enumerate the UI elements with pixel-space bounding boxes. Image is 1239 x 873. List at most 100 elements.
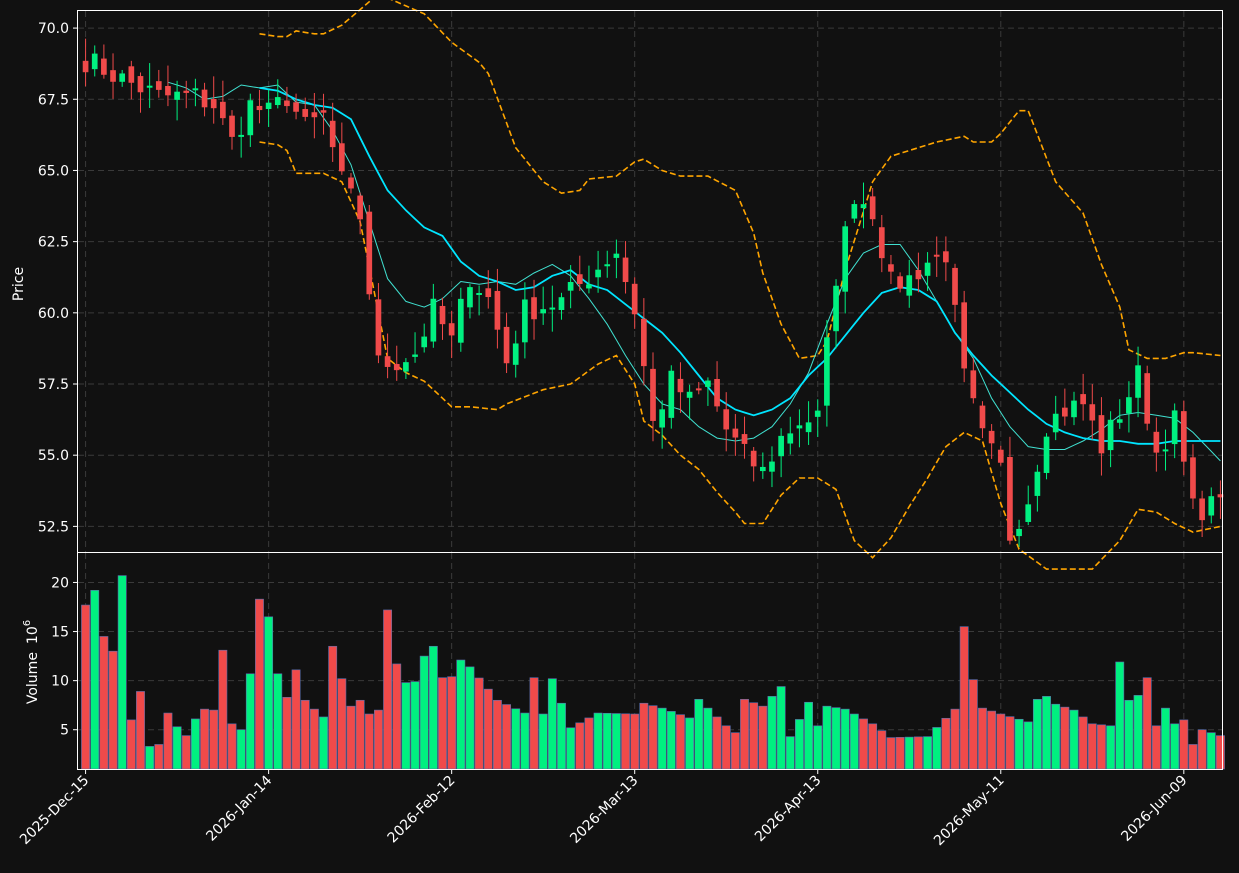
volume-bar-122: [1197, 729, 1207, 770]
candle-body-7: [146, 85, 153, 88]
volume-bar-95: [950, 708, 960, 770]
candle-body-49: [531, 297, 537, 320]
volume-bar-66: [685, 717, 695, 770]
volume-bar-118: [1161, 707, 1170, 770]
candle-body-1: [91, 53, 98, 70]
volume-bar-52: [557, 702, 566, 770]
candle-body-30: [357, 195, 363, 220]
candle-body-76: [778, 435, 784, 457]
candle-body-16: [229, 115, 235, 137]
volume-bar-105: [1042, 696, 1051, 770]
volume-bar-72: [740, 698, 749, 770]
candle-body-92: [924, 262, 931, 276]
candle-body-70: [723, 409, 730, 430]
candle-body-5: [128, 66, 135, 83]
candle-body-36: [412, 354, 418, 357]
volume-bar-60: [630, 713, 640, 770]
volume-tick-label-2: 15: [51, 625, 69, 641]
volume-axis-exponent-base: 10: [25, 626, 41, 644]
volume-bar-74: [758, 705, 768, 770]
volume-bar-47: [511, 708, 521, 770]
volume-axis-exponent-power: 6: [22, 620, 33, 626]
volume-bar-62: [648, 705, 658, 770]
candle-body-123: [1208, 496, 1215, 516]
volume-bar-3: [108, 650, 118, 770]
volume-bar-68: [703, 707, 713, 770]
candle-body-53: [567, 282, 574, 291]
candle-body-31: [366, 211, 373, 295]
candle-body-106: [1052, 413, 1059, 433]
volume-bar-45: [492, 699, 502, 770]
candle-body-27: [329, 120, 336, 148]
volume-bar-123: [1206, 732, 1216, 770]
candle-body-101: [1007, 456, 1013, 541]
volume-bar-108: [1069, 709, 1079, 770]
candle-body-122: [1199, 498, 1205, 521]
volume-bar-78: [795, 719, 804, 770]
candle-body-105: [1043, 436, 1050, 473]
volume-bar-90: [904, 736, 914, 770]
volume-bar-32: [374, 709, 383, 770]
volume-bar-1: [90, 590, 100, 770]
candle-body-98: [979, 405, 986, 429]
candle-body-82: [833, 285, 839, 332]
candle-body-95: [952, 267, 958, 305]
volume-bar-34: [392, 663, 402, 770]
candle-body-15: [220, 101, 226, 119]
price-tick-label-4: 62.5: [38, 235, 69, 251]
candle-body-23: [293, 102, 299, 112]
volume-bar-75: [767, 696, 777, 770]
candle-body-120: [1180, 411, 1187, 462]
volume-bar-124: [1216, 735, 1225, 770]
volume-bar-121: [1188, 744, 1198, 770]
candle-body-97: [970, 370, 977, 399]
candle-body-73: [750, 450, 757, 467]
volume-bar-91: [913, 736, 923, 770]
volume-bar-22: [282, 697, 292, 770]
candle-body-119: [1171, 410, 1178, 445]
candle-body-116: [1144, 373, 1151, 424]
volume-bar-93: [932, 727, 942, 770]
volume-bar-40: [447, 676, 457, 770]
candle-body-85: [860, 204, 867, 209]
candle-body-24: [302, 109, 309, 117]
volume-bar-99: [987, 710, 997, 770]
candle-body-112: [1107, 419, 1114, 451]
candle-body-42: [467, 287, 473, 308]
upper-band-line: [259, 0, 1221, 360]
candle-body-29: [348, 177, 354, 189]
bollinger-bands: [259, 0, 1221, 570]
candle-body-37: [421, 336, 428, 348]
volume-bar-70: [721, 725, 731, 770]
ma-slow-line: [259, 87, 1221, 445]
candle-body-84: [851, 204, 858, 219]
candle-body-110: [1089, 404, 1096, 421]
volume-bar-4: [117, 575, 127, 770]
candle-body-47: [512, 343, 519, 365]
volume-bar-29: [346, 705, 356, 770]
candle-body-17: [238, 134, 244, 137]
volume-bar-25: [309, 708, 319, 770]
candle-body-21: [274, 97, 281, 106]
volume-bar-41: [456, 659, 466, 770]
volume-bar-106: [1051, 703, 1061, 770]
candle-body-87: [878, 227, 885, 259]
volume-bar-82: [831, 707, 841, 770]
candle-body-18: [247, 100, 254, 136]
volume-bar-86: [868, 723, 878, 770]
candle-body-56: [595, 269, 601, 278]
volume-bar-20: [264, 616, 274, 770]
candle-body-33: [384, 356, 391, 367]
candle-body-77: [787, 433, 794, 444]
candle-body-94: [943, 251, 949, 263]
candle-body-103: [1025, 504, 1032, 522]
volume-axis-label: Volume: [25, 652, 41, 704]
candle-body-107: [1062, 407, 1068, 417]
volume-bar-89: [895, 737, 905, 770]
volume-tick-label-1: 10: [51, 674, 69, 690]
candle-body-10: [174, 91, 180, 100]
candle-body-109: [1080, 394, 1086, 405]
candle-body-81: [824, 337, 830, 406]
price-tick-label-1: 55.0: [38, 448, 69, 464]
volume-bar-26: [319, 716, 328, 770]
